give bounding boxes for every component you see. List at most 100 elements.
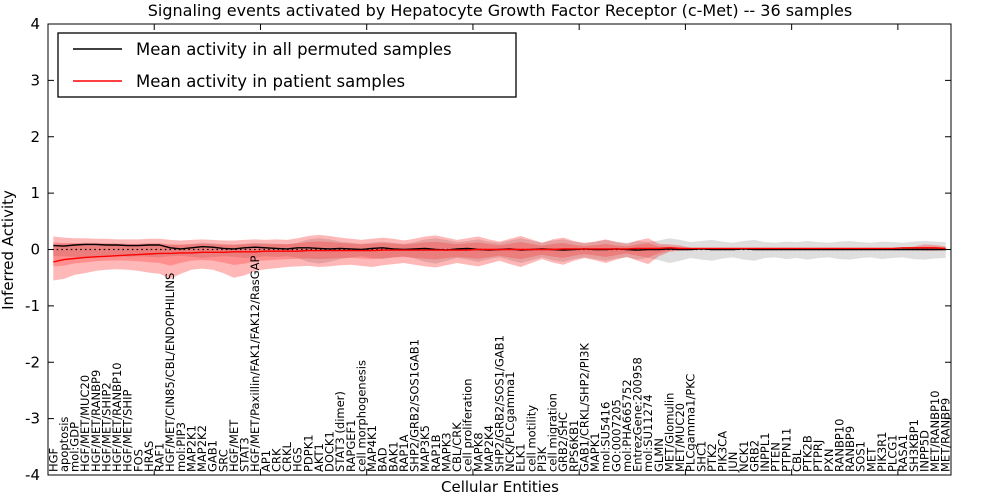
legend: Mean activity in all permuted samples Mea…	[57, 32, 517, 98]
x-tick-label: cell proliferation	[461, 378, 475, 472]
x-tick-label: PTPRJ	[811, 440, 825, 472]
x-tick-label: RANBP10	[833, 419, 847, 472]
x-tick-label: CBL	[790, 449, 804, 472]
x-tick-label: PIK3CA	[716, 431, 730, 472]
x-tick-label: GO:0007205	[609, 399, 623, 472]
x-tick-label: HGS	[291, 447, 305, 472]
x-tick-label: MAP2K2	[195, 425, 209, 472]
x-tick-label: RASA1	[896, 434, 910, 472]
x-tick-label: HGF/MET/RANBP9	[89, 370, 103, 472]
x-tick-label: HGF/MET/RANBP10	[110, 362, 124, 472]
x-tick-label: cell motility	[524, 405, 538, 472]
x-tick-label: HGF/MET/Paxillin/FAK1/FAK12/RasGAP	[248, 255, 262, 472]
x-tick-label: mol:SU11274	[641, 394, 655, 472]
x-tick-label: CBL/CRK	[450, 422, 464, 472]
x-tick-label: mol:PHA665752	[620, 379, 634, 472]
x-tick-label: MAP4K1	[365, 425, 379, 472]
x-tick-label: HGF	[46, 448, 60, 472]
x-tick-label: INPPL1	[758, 432, 772, 472]
x-tick-label: MAP2K4	[482, 425, 496, 472]
x-tick-label: PLCG1	[886, 434, 900, 472]
confidence-bands	[53, 234, 946, 281]
x-tick-label: GLMN	[652, 438, 666, 472]
x-tick-label: GAB1/CRKL/SHP2/PI3K	[578, 343, 592, 472]
x-tick-label: MET/Glomulin	[663, 393, 677, 472]
x-tick-label: MET	[864, 447, 878, 472]
x-tick-label: NCK/PLCgamma1	[503, 371, 517, 472]
patient-band-outer	[53, 234, 691, 281]
x-tick-label: MET/RANBP9	[939, 398, 953, 472]
x-tick-label: SHP2/GRB2/SOS1GAB1	[408, 339, 422, 472]
y-tick-label: 4	[30, 15, 40, 33]
x-tick-label: BAD	[376, 447, 390, 472]
series-lines	[52, 243, 947, 263]
x-tick-label: PIK3R1	[875, 432, 889, 473]
x-tick-label: CRK	[269, 448, 283, 472]
axes	[47, 23, 952, 476]
x-tick-label: PTK2	[705, 443, 719, 472]
legend-entry-label: Mean activity in patient samples	[136, 72, 405, 91]
x-tick-label: mol:GDP	[68, 422, 82, 472]
x-tick-label: MAPK1	[588, 432, 602, 472]
y-tick-label: 1	[30, 184, 40, 202]
x-tick-label: GAB1	[206, 440, 220, 472]
y-tick-labels: -4 -3 -2 -1 0 1 2 3 4	[25, 15, 40, 484]
x-tick-label: FOS	[131, 449, 145, 472]
x-tick-label: DOCK1	[323, 431, 337, 472]
x-tick-label: EntrezGene:200958	[631, 357, 645, 472]
x-tick-label: STAT3 (dimer)	[333, 391, 347, 472]
x-tick-label: SRC	[216, 449, 230, 472]
x-tick-label: HGF/MET/MUC20	[78, 375, 92, 472]
x-tick-label: ELK1	[514, 443, 528, 472]
x-tick-label: BAK1	[386, 441, 400, 472]
chart-title: Signaling events activated by Hepatocyte…	[148, 1, 852, 20]
x-tick-label: HRAS	[142, 441, 156, 472]
x-tick-label: PLCgamma1/PKC	[684, 374, 698, 472]
y-tick-label: -4	[25, 466, 40, 484]
x-tick-label: MAPK8	[471, 432, 485, 472]
x-tick-label: PTEN	[769, 442, 783, 472]
y-tick-label: -3	[25, 410, 40, 428]
x-tick-label: JUN	[726, 452, 740, 473]
x-tick-label: MET/RANBP10	[928, 390, 942, 472]
x-tick-label: HGF/MET/SHIP2	[99, 382, 113, 472]
x-tick-label: MAP3K5	[418, 425, 432, 472]
x-tick-label: SH3KBP1	[907, 419, 921, 472]
x-tick-label: mol:SU5416	[599, 402, 613, 472]
x-tick-label: CRKL	[280, 441, 294, 472]
x-tick-label: STAT3	[238, 437, 252, 472]
x-tick-label: HGF/MET/CIN85/CBL/ENDOPHILINS	[163, 273, 177, 472]
x-tick-label: HGF/MET	[227, 419, 241, 472]
y-tick-label: -2	[25, 353, 40, 371]
x-tick-label: MAP2K1	[184, 425, 198, 472]
x-tick-label: AP1	[259, 450, 273, 472]
x-tick-label: PTK2B	[801, 435, 815, 472]
x-tick-label: SHP2/GRB2/SOS1/GAB1	[493, 335, 507, 472]
x-tick-label: cell morphogenesis	[354, 360, 368, 472]
x-tick-label: AKT1	[312, 443, 326, 472]
x-tick-label: GRB2/SHC	[556, 412, 570, 472]
y-tick-label: 3	[30, 71, 40, 89]
legend-box	[57, 32, 517, 98]
x-tick-label: RAP1A	[397, 434, 411, 472]
x-tick-label: PI3K	[535, 446, 549, 472]
x-tick-label: MET/MUC20	[673, 403, 687, 472]
x-tick-label: SOS1	[854, 441, 868, 472]
x-tick-label: GRB2	[748, 440, 762, 472]
y-tick-label: 2	[30, 128, 40, 146]
x-tick-label: PDPK1	[301, 434, 315, 472]
x-tick-label: RAPGEF1	[344, 420, 358, 472]
x-tick-label: PXN	[822, 449, 836, 472]
x-tick-label: RAP1B	[429, 434, 443, 472]
permuted-band	[53, 238, 946, 264]
x-tick-label: cell migration	[546, 393, 560, 472]
x-tick-label: RANBP9	[843, 426, 857, 472]
x-tick-label: NCK1	[737, 441, 751, 473]
y-tick-label: 0	[30, 241, 40, 259]
x-tick-label: apoptosis	[57, 417, 71, 472]
legend-entry-label: Mean activity in all permuted samples	[136, 40, 452, 59]
x-tick-label: MAPK3	[439, 432, 453, 472]
x-tick-label: RAF1	[153, 443, 167, 472]
